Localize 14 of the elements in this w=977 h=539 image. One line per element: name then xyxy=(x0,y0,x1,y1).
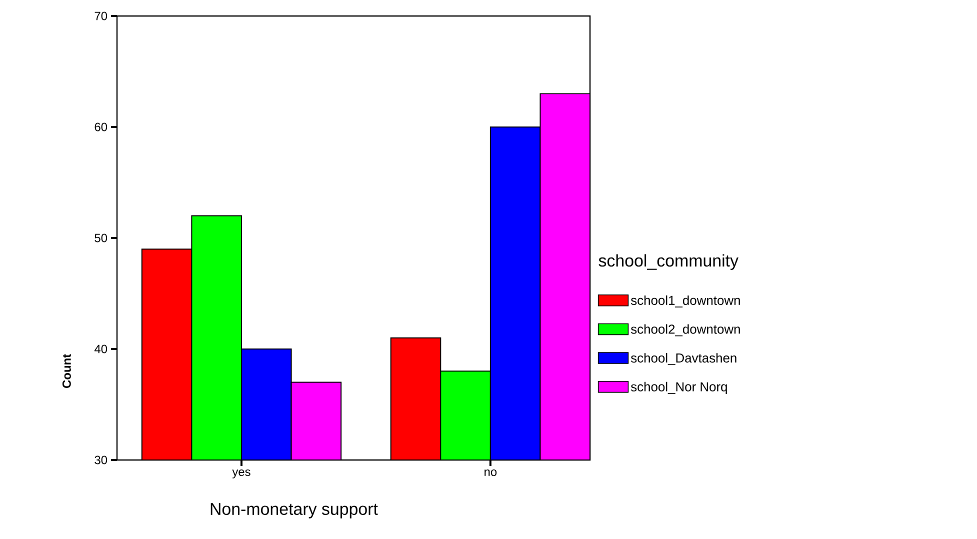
y-tick-label: 40 xyxy=(94,344,108,354)
x-tick-label: yes xyxy=(232,469,250,478)
legend-label: school1_downtown xyxy=(630,295,740,308)
y-axis-title: Count xyxy=(62,354,71,388)
x-axis-title: Non-monetary support xyxy=(210,503,378,518)
y-tick-label: 70 xyxy=(94,12,108,20)
legend-label: school2_downtown xyxy=(630,324,740,336)
legend-label: school_Nor Norq xyxy=(630,382,727,394)
x-tick-label: no xyxy=(484,469,497,476)
legend-label: school_Davtashen xyxy=(630,353,736,366)
y-tick-label: 30 xyxy=(94,456,108,464)
legend-title: school_community xyxy=(598,254,738,270)
y-tick-label: 60 xyxy=(94,122,108,132)
y-tick-label: 50 xyxy=(94,234,108,242)
